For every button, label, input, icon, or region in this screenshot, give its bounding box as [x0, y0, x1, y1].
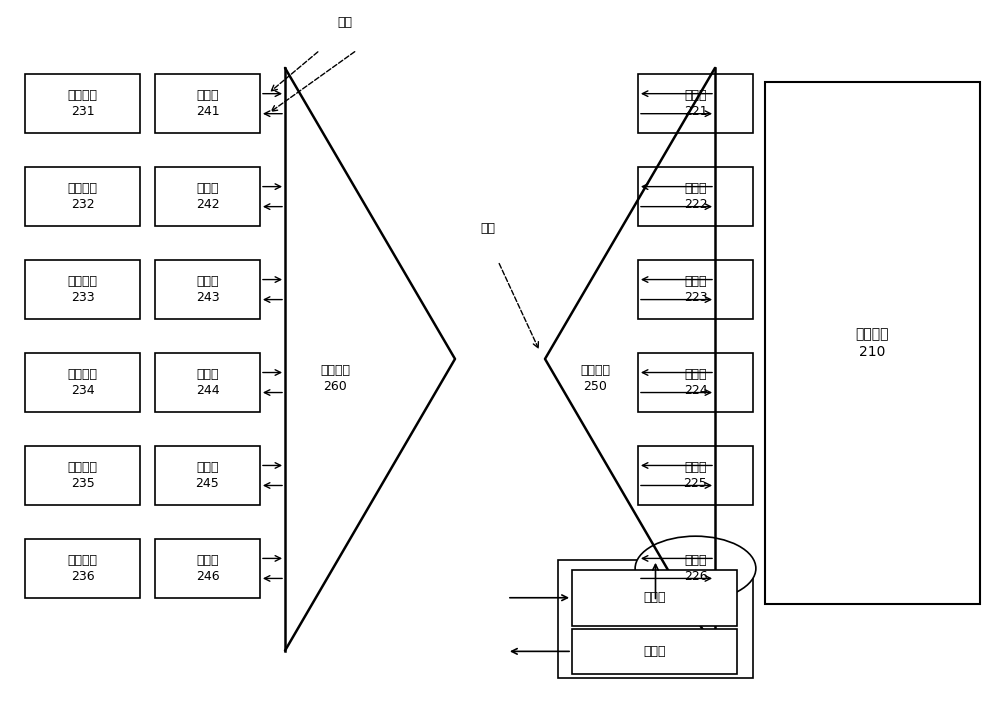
Text: 接收端: 接收端 — [643, 591, 666, 604]
Text: 光模块
222: 光模块 222 — [684, 182, 707, 211]
Bar — [155, 167, 260, 226]
Bar — [638, 353, 753, 412]
Bar — [638, 260, 753, 319]
Bar — [25, 353, 140, 412]
Text: 光模块
242: 光模块 242 — [196, 182, 219, 211]
Text: 基带模块
210: 基带模块 210 — [855, 327, 889, 359]
Text: 光模块
226: 光模块 226 — [684, 554, 707, 583]
Text: 光模块
221: 光模块 221 — [684, 89, 707, 118]
Text: 光模块
246: 光模块 246 — [196, 554, 219, 583]
Text: 光模块
241: 光模块 241 — [196, 89, 219, 118]
Bar — [155, 539, 260, 598]
Bar — [572, 570, 737, 626]
Bar — [25, 446, 140, 505]
Text: 光模块
243: 光模块 243 — [196, 275, 219, 304]
Text: 射频模块
232: 射频模块 232 — [68, 182, 98, 211]
Ellipse shape — [635, 536, 756, 601]
Bar — [765, 82, 980, 604]
Bar — [25, 74, 140, 133]
Bar — [558, 560, 753, 678]
Bar — [155, 74, 260, 133]
Text: 合分波器
250: 合分波器 250 — [580, 365, 610, 393]
Bar — [155, 353, 260, 412]
Text: 光模块
223: 光模块 223 — [684, 275, 707, 304]
Text: 射频模块
233: 射频模块 233 — [68, 275, 98, 304]
Text: 射频模块
236: 射频模块 236 — [68, 554, 98, 583]
Bar — [25, 167, 140, 226]
Text: 光模块
224: 光模块 224 — [684, 368, 707, 397]
Text: 射频模块
235: 射频模块 235 — [68, 461, 98, 490]
Bar — [638, 446, 753, 505]
Bar — [155, 446, 260, 505]
Text: 光模块
225: 光模块 225 — [684, 461, 707, 490]
Bar — [638, 74, 753, 133]
Text: 光纤: 光纤 — [338, 16, 352, 29]
Bar — [25, 539, 140, 598]
Text: 合分波器
260: 合分波器 260 — [320, 365, 350, 393]
Text: 射频模块
234: 射频模块 234 — [68, 368, 98, 397]
Text: 光纤: 光纤 — [480, 222, 496, 235]
Bar — [572, 629, 737, 674]
Text: 射频模块
231: 射频模块 231 — [68, 89, 98, 118]
Bar — [25, 260, 140, 319]
Bar — [155, 260, 260, 319]
Text: 发射端: 发射端 — [643, 645, 666, 658]
Bar — [638, 167, 753, 226]
Text: 光模块
244: 光模块 244 — [196, 368, 219, 397]
Text: 光模块
245: 光模块 245 — [196, 461, 219, 490]
